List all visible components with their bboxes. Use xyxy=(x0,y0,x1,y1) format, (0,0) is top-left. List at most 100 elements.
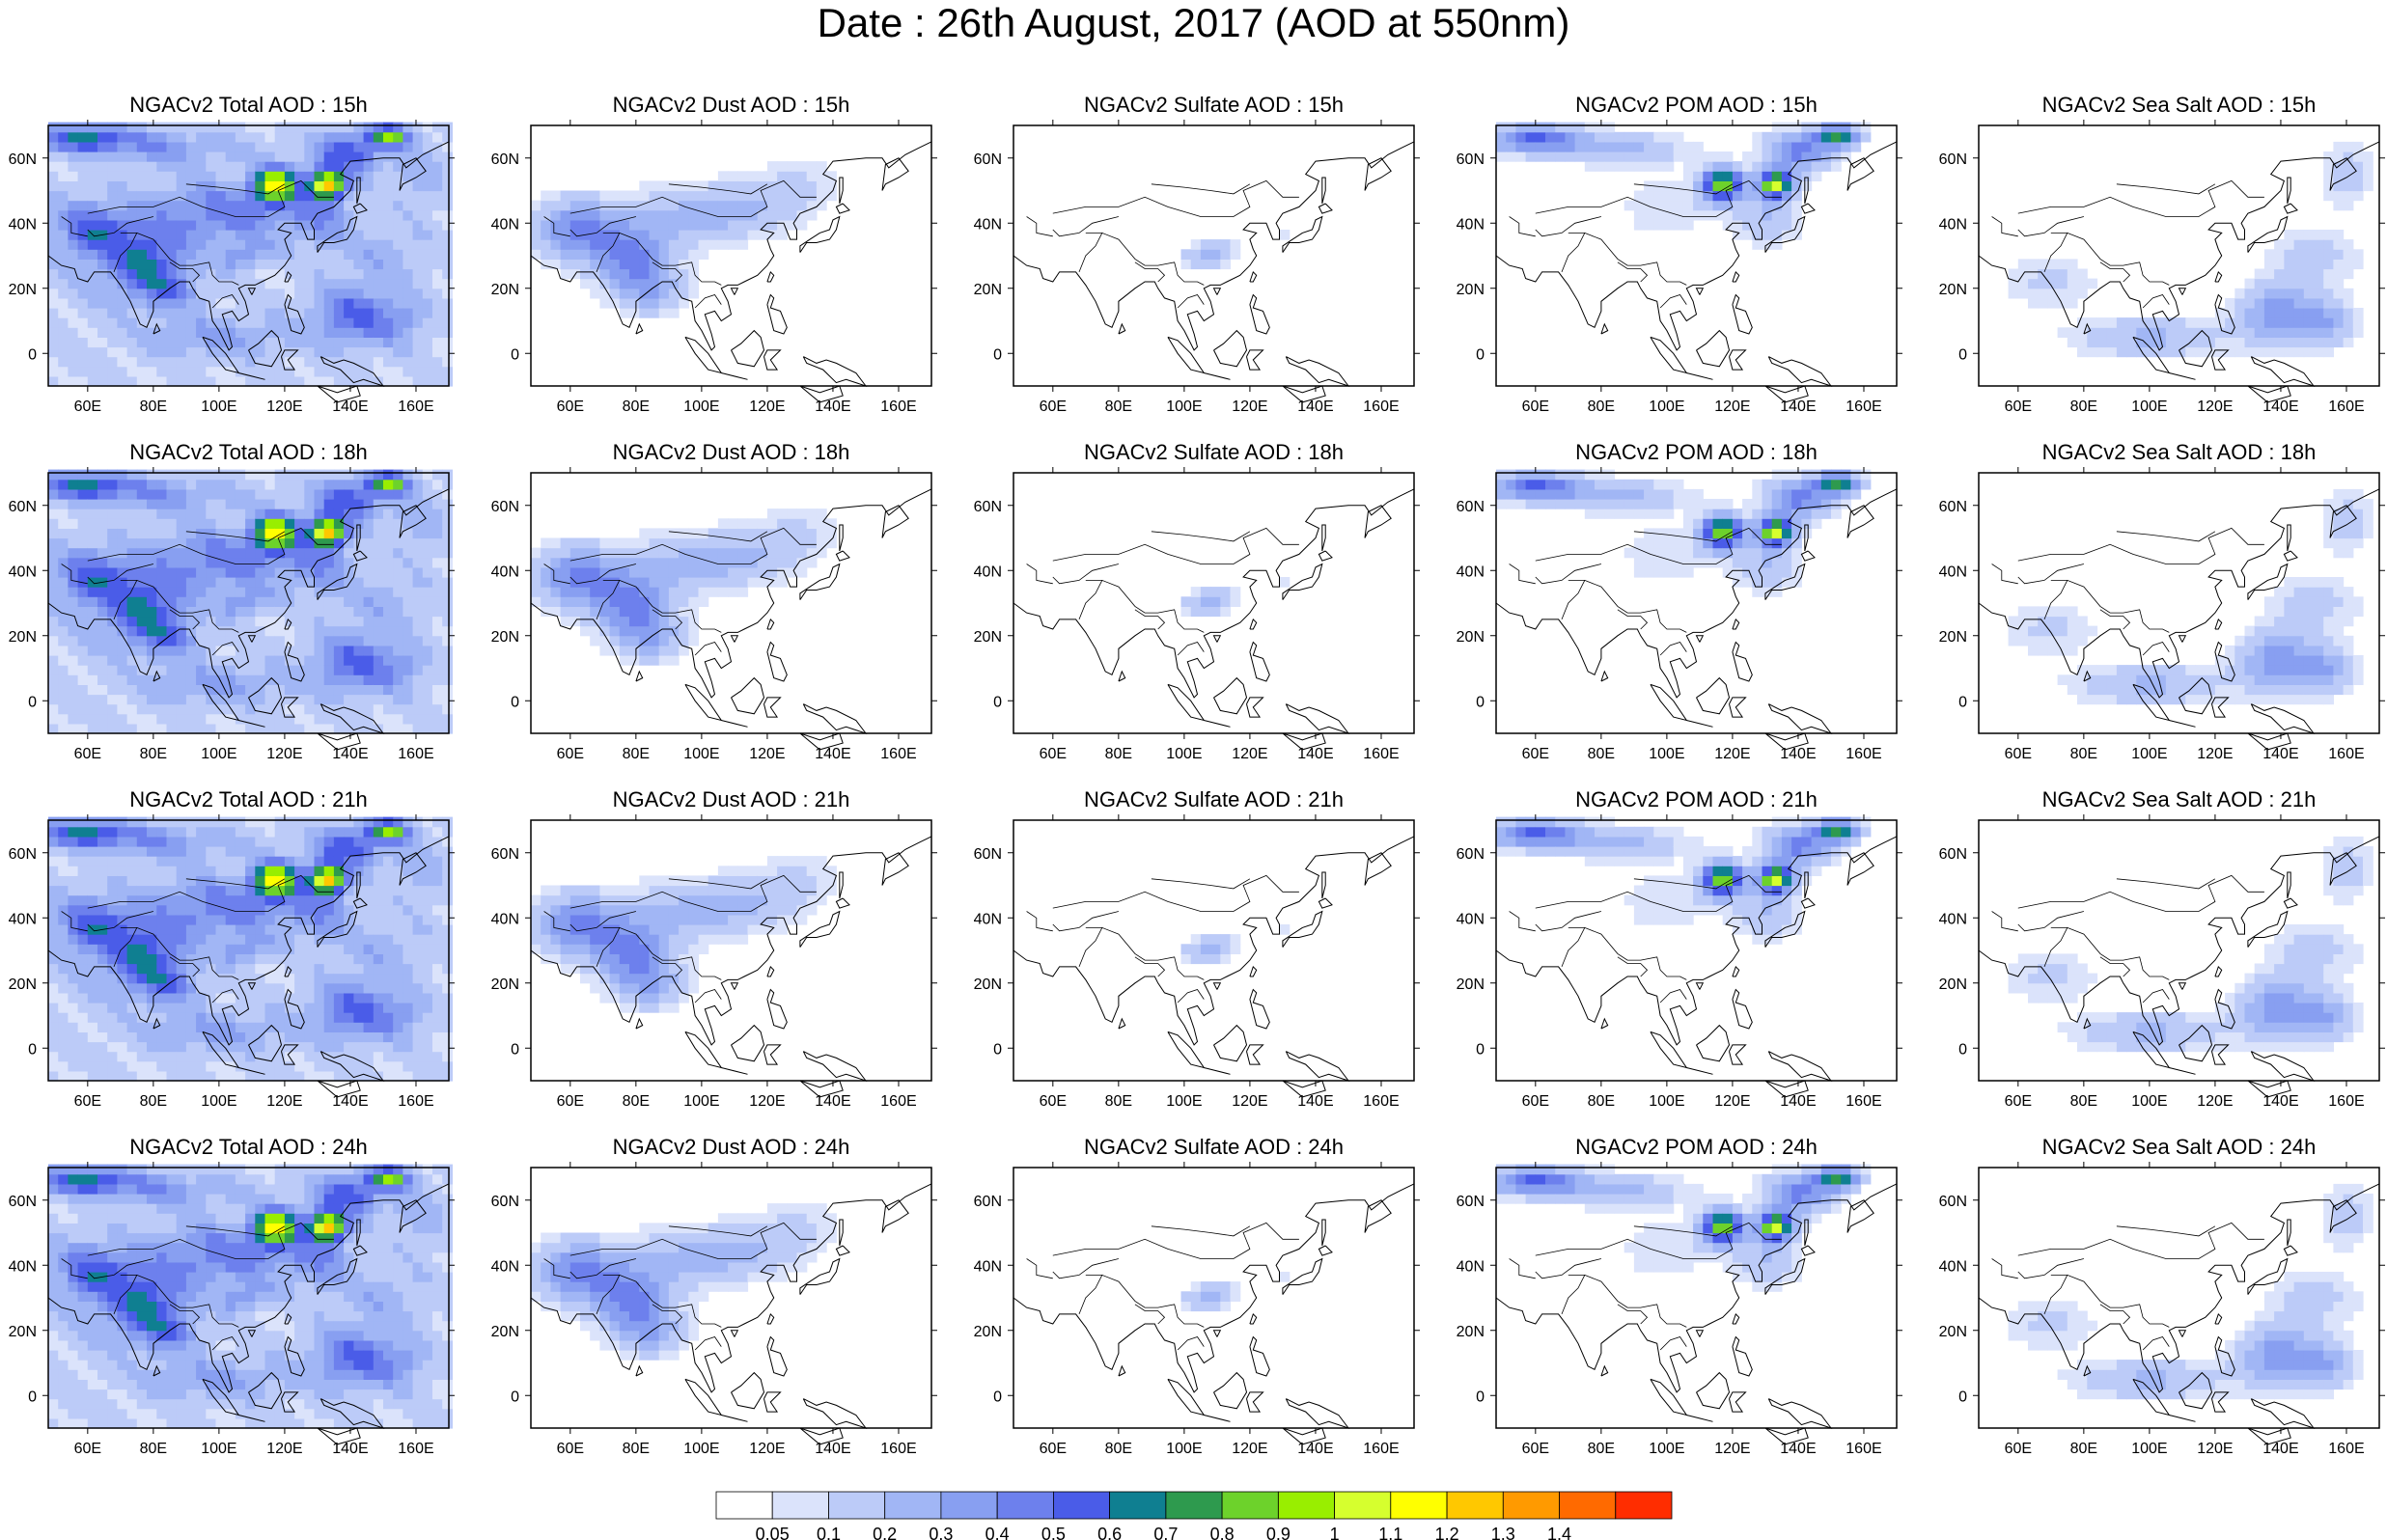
aod-cell xyxy=(196,190,207,202)
aod-cell xyxy=(284,713,295,725)
aod-cell xyxy=(77,259,89,270)
aod-cell xyxy=(363,122,375,133)
aod-cell xyxy=(264,239,276,250)
aod-cell xyxy=(609,268,621,280)
aod-cell xyxy=(757,566,768,578)
aod-cell xyxy=(679,200,689,211)
aod-cell xyxy=(117,308,128,318)
aod-cell xyxy=(206,509,217,519)
aod-cell xyxy=(185,375,197,387)
aod-cell xyxy=(107,327,118,338)
aod-cell xyxy=(2284,268,2295,280)
aod-cell xyxy=(215,684,227,696)
aod-cell xyxy=(68,944,79,954)
aod-cell xyxy=(147,924,157,935)
country-border xyxy=(2099,261,2131,283)
aod-cell xyxy=(442,190,453,202)
aod-cell xyxy=(1811,469,1822,481)
aod-cell xyxy=(166,151,178,162)
aod-cell xyxy=(649,645,660,656)
aod-cell xyxy=(68,655,79,666)
aod-cell xyxy=(196,645,207,656)
coastline xyxy=(2083,322,2092,335)
aod-cell xyxy=(442,625,453,637)
lat-tick-label: 40N xyxy=(974,564,1002,580)
aod-cell xyxy=(1220,596,1232,607)
aod-cell xyxy=(2155,317,2167,328)
aod-cell xyxy=(2333,625,2345,637)
aod-cell xyxy=(668,625,680,637)
aod-cell xyxy=(2323,171,2334,181)
aod-cell xyxy=(1732,509,1743,519)
aod-cell xyxy=(176,209,187,221)
aod-cell xyxy=(679,577,689,588)
lon-tick-label: 140E xyxy=(1780,746,1816,762)
aod-cell xyxy=(245,635,256,646)
aod-cell xyxy=(393,375,403,387)
aod-cell xyxy=(1820,122,1832,133)
aod-cell xyxy=(344,317,354,328)
aod-cell xyxy=(353,230,365,240)
aod-cell xyxy=(1850,479,1862,490)
aod-cell xyxy=(344,230,354,240)
aod-cell xyxy=(2314,278,2324,289)
aod-cell xyxy=(48,1012,59,1023)
aod-cell xyxy=(166,866,178,876)
aod-cell xyxy=(245,317,256,328)
aod-cell xyxy=(284,625,295,637)
aod-cell xyxy=(344,278,354,289)
aod-cell xyxy=(422,587,433,597)
aod-cell xyxy=(590,587,600,597)
aod-cell xyxy=(393,655,403,666)
aod-cell xyxy=(402,723,414,734)
aod-cell xyxy=(353,509,365,519)
aod-cell xyxy=(344,469,354,481)
map-frame xyxy=(47,124,450,387)
coastline xyxy=(47,488,450,699)
aod-cell xyxy=(2343,616,2354,627)
aod-cell xyxy=(294,239,305,250)
aod-cell xyxy=(333,606,345,618)
aod-cell xyxy=(649,557,660,568)
aod-cell xyxy=(274,674,286,685)
aod-cell xyxy=(48,836,59,847)
aod-cell xyxy=(717,566,729,578)
aod-cell xyxy=(294,151,305,162)
aod-cell xyxy=(117,875,128,887)
aod-cell xyxy=(126,375,138,387)
aod-cell xyxy=(344,625,354,637)
aod-cell xyxy=(2008,635,2019,646)
aod-cell xyxy=(314,249,325,260)
aod-cell xyxy=(1604,499,1616,509)
aod-cell xyxy=(393,537,403,549)
aod-cell xyxy=(806,190,818,202)
aod-cell xyxy=(393,509,403,519)
aod-cell xyxy=(2028,645,2039,656)
aod-cell xyxy=(97,141,108,152)
aod-cell xyxy=(274,703,286,715)
lon-tick-label: 160E xyxy=(398,399,433,415)
aod-cell xyxy=(442,547,453,559)
aod-cell xyxy=(176,327,187,338)
aod-cell xyxy=(196,479,207,490)
aod-cell xyxy=(2303,346,2315,358)
aod-cell xyxy=(422,249,433,260)
aod-cell xyxy=(531,566,541,578)
aod-cell xyxy=(1633,479,1645,490)
aod-cell xyxy=(639,268,651,280)
aod-cell xyxy=(156,268,168,280)
aod-cell xyxy=(97,356,108,368)
aod-cell xyxy=(569,239,581,250)
aod-cell xyxy=(264,616,276,627)
aod-cell xyxy=(245,209,256,221)
aod-cell xyxy=(206,288,217,299)
aod-cell xyxy=(393,190,403,202)
aod-cell xyxy=(639,230,651,240)
aod-cell xyxy=(166,268,178,280)
aod-cell xyxy=(166,528,178,539)
country-border xyxy=(1509,216,1536,237)
aod-cell xyxy=(560,537,571,549)
aod-cell xyxy=(126,684,138,696)
aod-cell xyxy=(2314,268,2324,280)
